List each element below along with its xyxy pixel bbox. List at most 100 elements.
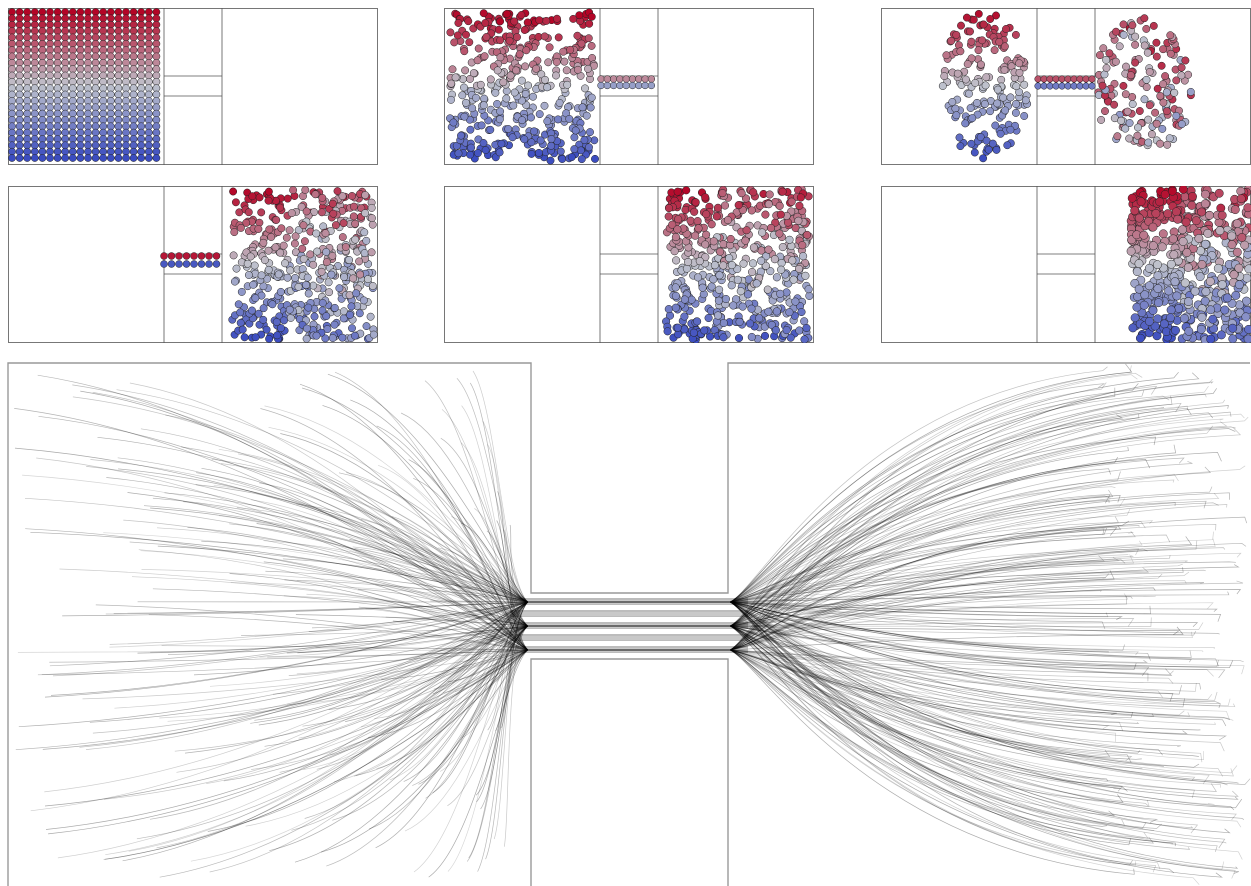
trajectory-line	[272, 625, 1155, 717]
trajectory-line	[193, 525, 1122, 676]
trajectory-line	[460, 522, 1182, 695]
particle	[1243, 203, 1251, 213]
particle	[591, 154, 599, 163]
particle	[1201, 287, 1211, 297]
particle	[61, 14, 70, 23]
particle	[1148, 222, 1158, 232]
particle	[752, 279, 761, 288]
particle	[317, 208, 326, 217]
particle	[264, 265, 273, 274]
trajectory-line	[85, 601, 1126, 826]
particle	[53, 141, 62, 150]
particle	[641, 81, 649, 90]
particle	[23, 14, 32, 23]
trajectory-line	[329, 427, 1242, 756]
particle	[783, 218, 793, 227]
particle	[1098, 81, 1107, 90]
particle	[1144, 138, 1153, 147]
trajectory-line	[503, 529, 1111, 758]
particle	[53, 27, 62, 35]
trajectory-line	[238, 453, 1195, 799]
particle	[707, 220, 716, 229]
particle	[775, 201, 784, 210]
particle	[1003, 141, 1012, 150]
particle	[952, 30, 961, 39]
trajectory-line	[250, 601, 1108, 827]
particle	[609, 75, 618, 83]
particle	[38, 52, 47, 61]
particle	[1111, 57, 1120, 66]
particle	[122, 154, 130, 162]
particle	[23, 141, 32, 150]
trajectory-line	[44, 601, 1220, 698]
trajectory-line	[256, 523, 1223, 878]
particle	[1182, 248, 1192, 258]
particle	[1076, 82, 1084, 90]
trajectory-line	[181, 446, 1193, 627]
particle	[473, 149, 482, 158]
particle	[351, 219, 360, 228]
trajectory-svg	[7, 362, 1251, 886]
trajectory-line	[375, 563, 1183, 651]
particle	[766, 267, 775, 276]
particle	[1128, 100, 1137, 109]
particle	[339, 307, 348, 316]
particle	[1130, 206, 1140, 216]
trajectory-line	[167, 595, 1128, 655]
trajectory-line	[141, 569, 1193, 639]
particle	[496, 107, 505, 116]
particle	[313, 247, 322, 256]
particle	[506, 71, 515, 80]
particle	[1064, 82, 1072, 90]
trajectory-line	[376, 365, 1132, 770]
particle	[1208, 314, 1218, 324]
particle	[1136, 197, 1146, 207]
particle	[1231, 290, 1241, 300]
particle	[360, 228, 369, 237]
particle	[447, 95, 455, 104]
particle	[547, 135, 556, 143]
particle	[137, 65, 146, 73]
particle	[1144, 316, 1154, 326]
trajectory-line	[456, 378, 1213, 603]
particle	[15, 116, 24, 124]
particle	[776, 210, 785, 219]
particle	[480, 94, 489, 103]
particle	[496, 53, 505, 62]
particle	[15, 52, 24, 61]
trajectory-line	[196, 472, 1134, 719]
particle	[664, 305, 673, 314]
particle	[8, 90, 16, 99]
particle	[1166, 313, 1175, 323]
particle	[182, 252, 191, 260]
particle	[280, 316, 288, 325]
particle	[1216, 330, 1226, 340]
snapshot-panel-3	[881, 8, 1251, 165]
particle	[984, 145, 993, 154]
particle	[1149, 21, 1158, 30]
trajectory-line	[298, 530, 1136, 739]
particle	[304, 289, 313, 298]
particle	[787, 197, 796, 206]
particle	[734, 201, 743, 210]
trajectory-line	[389, 601, 1236, 879]
particle	[1156, 139, 1165, 148]
trajectory-line	[391, 516, 1134, 651]
particle	[800, 317, 809, 326]
particle	[736, 287, 745, 296]
particle	[122, 77, 130, 86]
particle	[359, 296, 368, 305]
particle	[1021, 96, 1030, 105]
particle	[585, 19, 594, 28]
particle	[254, 309, 263, 318]
particle	[1183, 263, 1193, 272]
trajectory-line	[229, 560, 1188, 717]
particle	[1215, 226, 1225, 236]
particle	[356, 270, 365, 279]
particle	[1241, 312, 1251, 322]
particle	[328, 334, 337, 342]
particle	[76, 33, 85, 42]
particle	[1177, 63, 1186, 72]
particle	[137, 14, 146, 23]
particle	[1134, 213, 1144, 223]
